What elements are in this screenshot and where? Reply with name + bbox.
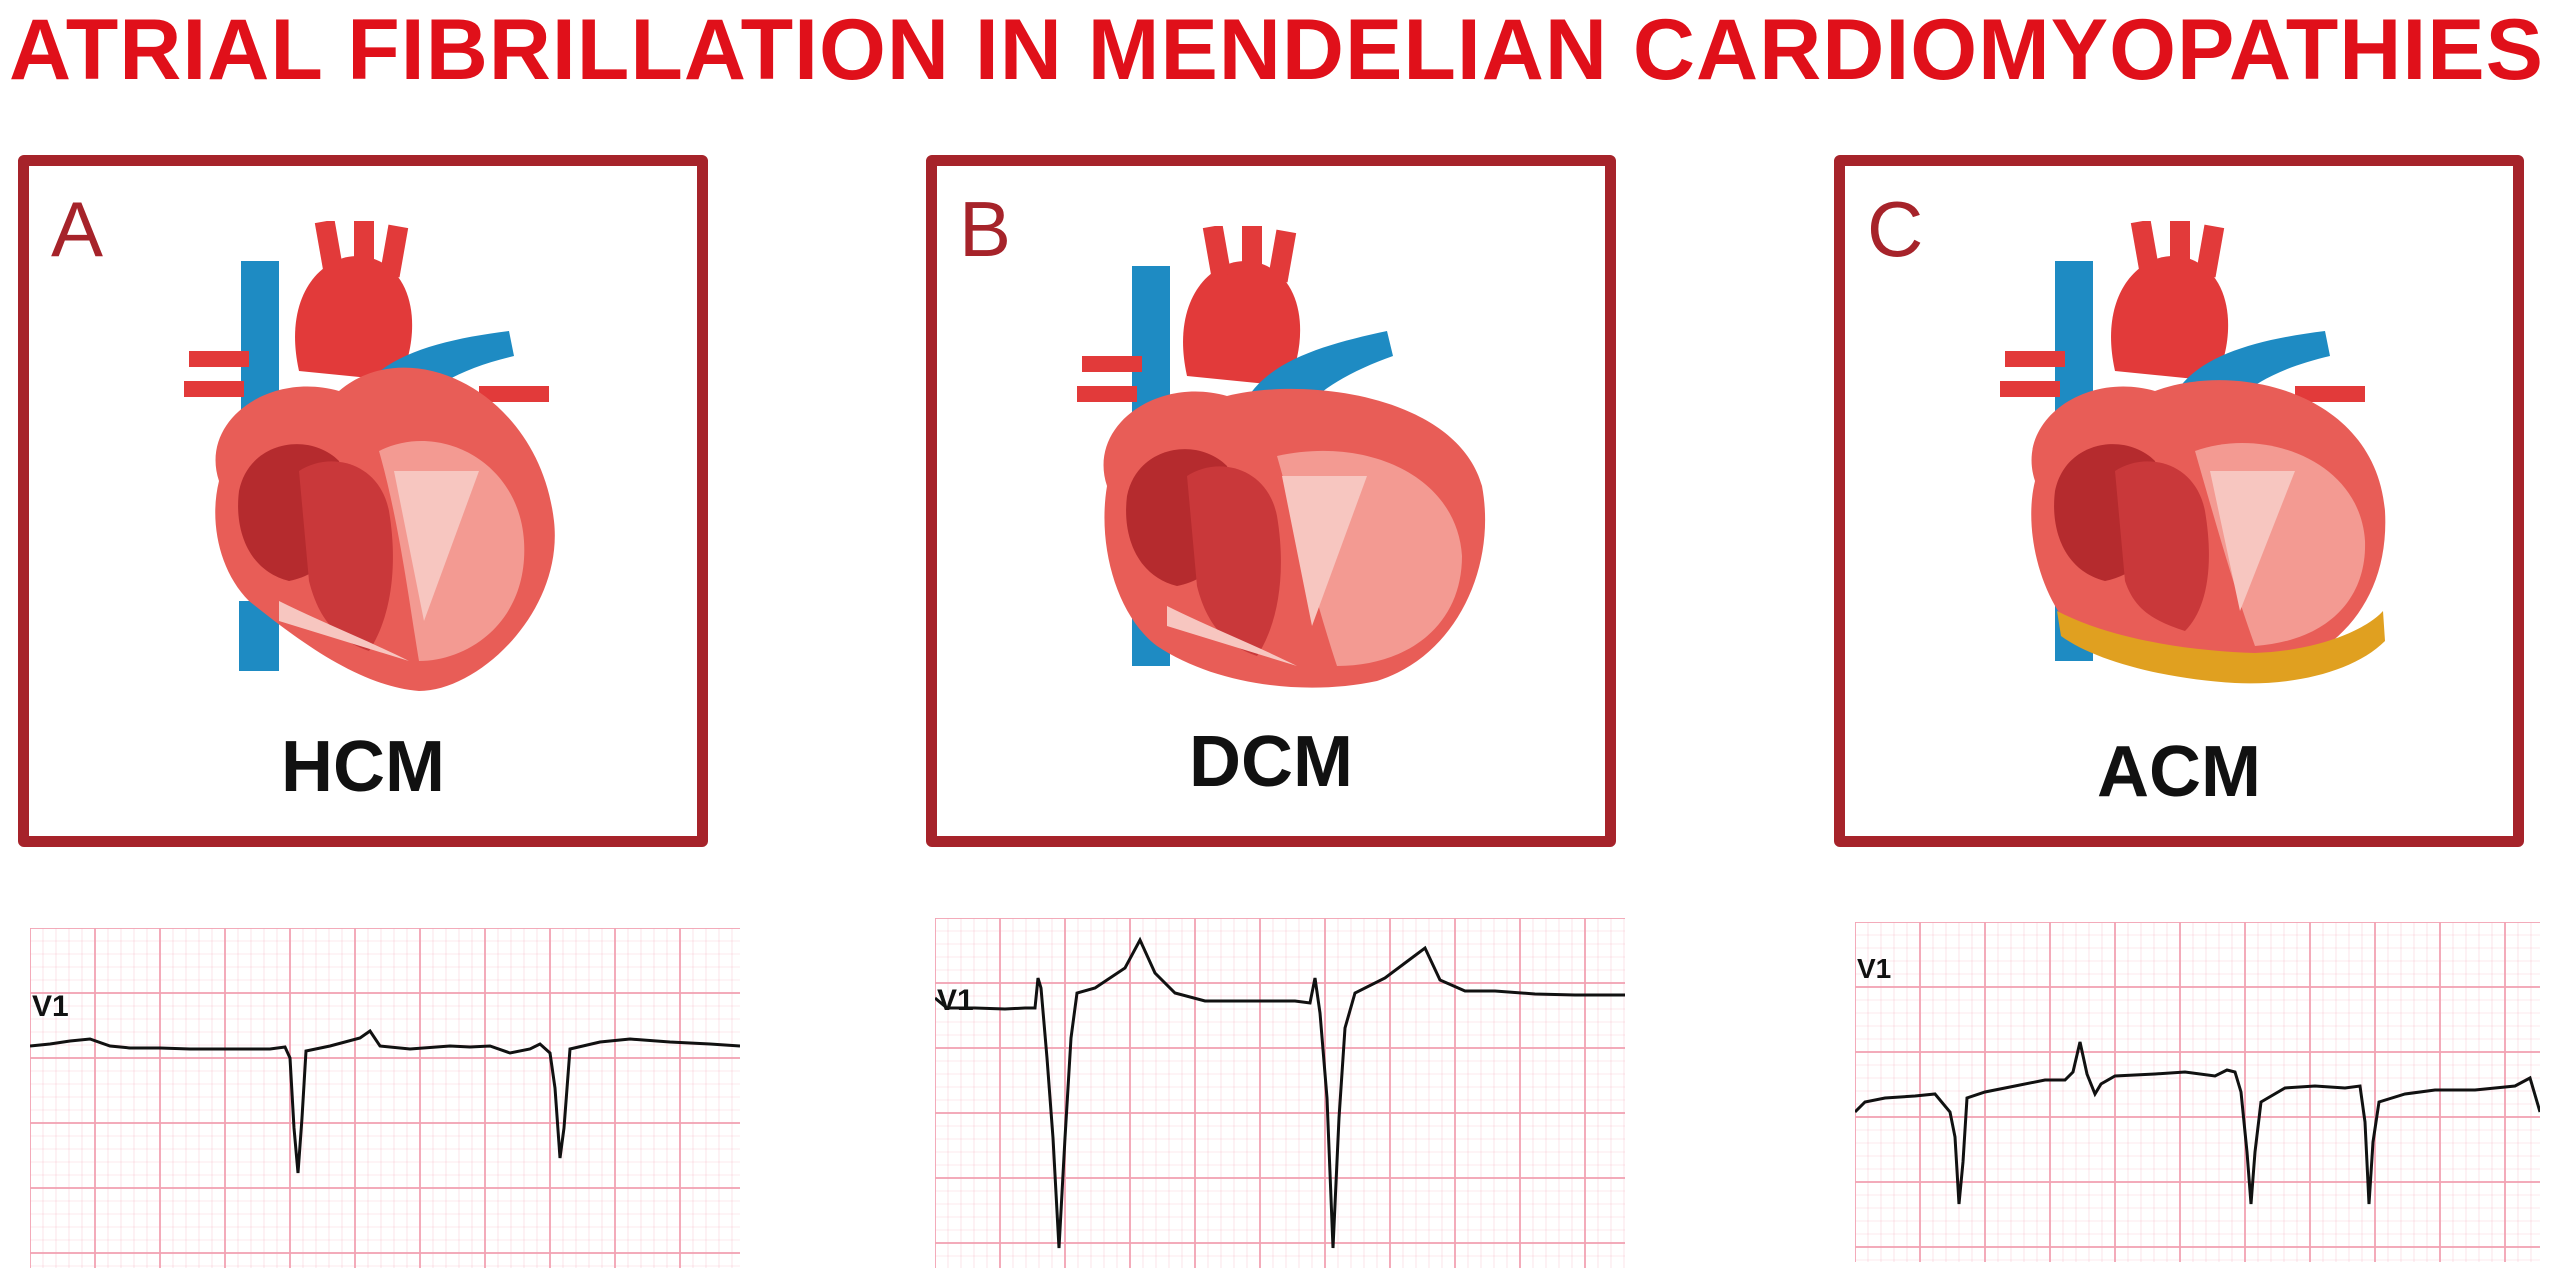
panel-label-hcm: HCM xyxy=(281,727,445,807)
ecg-strip-dcm: V1 xyxy=(935,918,1625,1268)
ecg-strip-hcm: V1 xyxy=(30,928,740,1268)
panel-letter-c: C xyxy=(1867,185,1924,273)
dcm-heart-icon xyxy=(1077,226,1486,688)
panel-hcm: A HCM xyxy=(18,155,708,847)
ecg-trace xyxy=(30,1028,740,1174)
panel-acm: C ACM xyxy=(1834,155,2524,847)
ecg-trace xyxy=(1855,1041,2540,1205)
panel-label-dcm: DCM xyxy=(1189,722,1353,802)
ecg-lead-label: V1 xyxy=(1857,953,1891,984)
ecg-lead-label: V1 xyxy=(32,990,69,1023)
ecg-grid xyxy=(30,928,740,1268)
hcm-heart-icon xyxy=(184,221,555,691)
panel-letter-a: A xyxy=(51,185,104,273)
ecg-grid xyxy=(935,918,1625,1268)
ecg-grid xyxy=(1855,922,2540,1262)
ecg-trace xyxy=(935,936,1625,1249)
panel-letter-b: B xyxy=(959,185,1012,273)
figure-title: ATRIAL FIBRILLATION IN MENDELIAN CARDIOM… xyxy=(9,2,2544,98)
panel-dcm: B DCM xyxy=(926,155,1616,847)
ecg-lead-label: V1 xyxy=(937,984,974,1017)
ecg-strip-acm: V1 xyxy=(1855,922,2540,1262)
panel-label-acm: ACM xyxy=(2097,732,2261,812)
acm-heart-icon xyxy=(2000,221,2386,684)
